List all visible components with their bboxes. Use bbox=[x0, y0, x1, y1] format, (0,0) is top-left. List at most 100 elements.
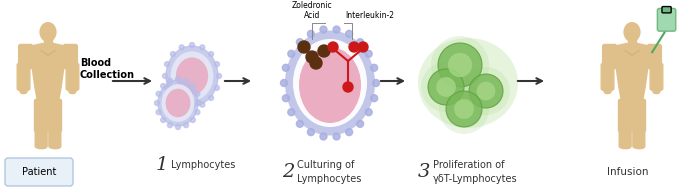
Circle shape bbox=[165, 62, 170, 67]
Circle shape bbox=[176, 77, 180, 82]
FancyBboxPatch shape bbox=[619, 126, 631, 148]
Circle shape bbox=[307, 30, 315, 37]
Ellipse shape bbox=[436, 77, 456, 97]
FancyBboxPatch shape bbox=[647, 45, 661, 69]
Circle shape bbox=[156, 91, 161, 96]
Circle shape bbox=[179, 45, 184, 50]
Ellipse shape bbox=[477, 82, 496, 100]
Text: 3: 3 bbox=[418, 163, 430, 181]
Circle shape bbox=[184, 123, 188, 128]
Ellipse shape bbox=[438, 43, 482, 87]
Circle shape bbox=[170, 52, 176, 57]
Circle shape bbox=[179, 102, 184, 107]
FancyBboxPatch shape bbox=[63, 45, 77, 69]
Circle shape bbox=[282, 64, 290, 71]
Circle shape bbox=[349, 42, 359, 52]
Ellipse shape bbox=[20, 89, 27, 94]
Circle shape bbox=[282, 95, 290, 102]
Circle shape bbox=[296, 120, 303, 127]
Circle shape bbox=[161, 117, 165, 122]
Circle shape bbox=[163, 74, 167, 79]
Polygon shape bbox=[29, 46, 66, 103]
Polygon shape bbox=[614, 44, 651, 46]
Ellipse shape bbox=[285, 31, 375, 135]
Circle shape bbox=[155, 100, 159, 105]
Ellipse shape bbox=[439, 84, 489, 134]
FancyBboxPatch shape bbox=[633, 126, 645, 148]
Circle shape bbox=[365, 50, 372, 57]
Ellipse shape bbox=[299, 47, 361, 123]
FancyBboxPatch shape bbox=[603, 45, 617, 69]
Circle shape bbox=[333, 133, 340, 140]
Circle shape bbox=[333, 26, 340, 33]
Ellipse shape bbox=[446, 91, 482, 127]
Text: 2: 2 bbox=[281, 163, 294, 181]
Circle shape bbox=[328, 42, 338, 52]
Circle shape bbox=[209, 96, 214, 100]
Circle shape bbox=[357, 120, 363, 127]
Circle shape bbox=[287, 109, 295, 116]
Ellipse shape bbox=[40, 23, 56, 41]
Text: Culturing of
Lymphocytes: Culturing of Lymphocytes bbox=[297, 160, 361, 184]
Circle shape bbox=[371, 95, 378, 102]
Circle shape bbox=[170, 96, 176, 100]
Circle shape bbox=[214, 62, 220, 67]
Ellipse shape bbox=[69, 89, 76, 94]
Ellipse shape bbox=[634, 144, 644, 149]
Ellipse shape bbox=[421, 62, 471, 112]
Circle shape bbox=[216, 74, 222, 79]
Circle shape bbox=[209, 52, 214, 57]
Polygon shape bbox=[29, 44, 66, 46]
Circle shape bbox=[298, 41, 310, 53]
Circle shape bbox=[156, 110, 161, 115]
Ellipse shape bbox=[462, 67, 510, 115]
Circle shape bbox=[372, 79, 380, 87]
Circle shape bbox=[358, 42, 368, 52]
Circle shape bbox=[365, 109, 372, 116]
Circle shape bbox=[310, 57, 322, 69]
Circle shape bbox=[165, 85, 170, 90]
Circle shape bbox=[195, 91, 200, 96]
Ellipse shape bbox=[50, 144, 60, 149]
Circle shape bbox=[343, 82, 353, 92]
FancyBboxPatch shape bbox=[18, 45, 33, 69]
Circle shape bbox=[214, 85, 220, 90]
Text: Interleukin-2: Interleukin-2 bbox=[346, 11, 395, 20]
Ellipse shape bbox=[624, 23, 640, 41]
Text: Infusion: Infusion bbox=[607, 167, 649, 177]
FancyBboxPatch shape bbox=[650, 63, 663, 90]
Ellipse shape bbox=[620, 144, 631, 149]
FancyBboxPatch shape bbox=[5, 158, 73, 186]
Circle shape bbox=[191, 83, 195, 89]
Text: Proliferation of
γδT-Lymphocytes: Proliferation of γδT-Lymphocytes bbox=[433, 160, 517, 184]
Circle shape bbox=[200, 45, 205, 50]
Ellipse shape bbox=[165, 89, 191, 117]
Ellipse shape bbox=[469, 74, 503, 108]
Circle shape bbox=[176, 125, 180, 129]
Circle shape bbox=[346, 30, 353, 37]
Circle shape bbox=[191, 117, 195, 122]
Ellipse shape bbox=[171, 51, 214, 101]
FancyBboxPatch shape bbox=[66, 63, 79, 90]
Circle shape bbox=[167, 123, 172, 128]
Circle shape bbox=[167, 78, 172, 83]
Circle shape bbox=[320, 26, 327, 33]
Circle shape bbox=[184, 78, 188, 83]
Circle shape bbox=[200, 102, 205, 107]
FancyBboxPatch shape bbox=[618, 99, 632, 132]
FancyBboxPatch shape bbox=[35, 126, 47, 148]
FancyBboxPatch shape bbox=[601, 63, 614, 90]
Ellipse shape bbox=[166, 46, 218, 106]
FancyBboxPatch shape bbox=[632, 99, 645, 132]
Ellipse shape bbox=[418, 38, 518, 128]
Circle shape bbox=[320, 133, 327, 140]
Circle shape bbox=[306, 51, 318, 63]
Circle shape bbox=[189, 104, 195, 109]
FancyBboxPatch shape bbox=[662, 6, 671, 13]
Ellipse shape bbox=[454, 99, 474, 119]
Circle shape bbox=[161, 83, 165, 89]
Ellipse shape bbox=[431, 36, 489, 94]
Text: Blood
Collection: Blood Collection bbox=[80, 58, 135, 80]
Ellipse shape bbox=[37, 144, 47, 149]
FancyBboxPatch shape bbox=[35, 99, 48, 132]
